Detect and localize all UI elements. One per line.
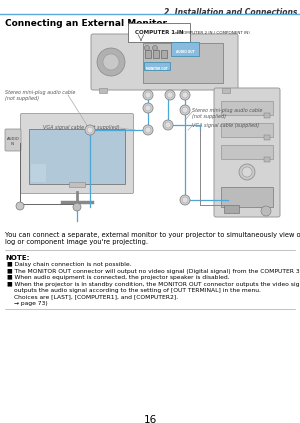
FancyBboxPatch shape bbox=[214, 88, 280, 217]
Text: You can connect a separate, external monitor to your projector to simultaneously: You can connect a separate, external mon… bbox=[5, 232, 300, 238]
Circle shape bbox=[145, 127, 151, 133]
Text: ■ The MONITOR OUT connector will output no video signal (Digital signal) from th: ■ The MONITOR OUT connector will output … bbox=[7, 269, 300, 274]
Text: COMPUTER 1 IN: COMPUTER 1 IN bbox=[135, 30, 184, 35]
Text: 16: 16 bbox=[143, 415, 157, 423]
Circle shape bbox=[167, 92, 173, 98]
Circle shape bbox=[163, 120, 173, 130]
Bar bbox=[264, 135, 270, 140]
Circle shape bbox=[145, 46, 149, 50]
Bar bbox=[221, 101, 273, 115]
Text: (not supplied): (not supplied) bbox=[192, 114, 226, 119]
Bar bbox=[161, 50, 167, 58]
Text: AUDIO
IN: AUDIO IN bbox=[7, 137, 20, 146]
Text: (not supplied): (not supplied) bbox=[5, 96, 39, 101]
Bar bbox=[221, 187, 273, 207]
Text: Stereo mini-plug audio cable: Stereo mini-plug audio cable bbox=[5, 90, 75, 95]
Bar bbox=[143, 43, 223, 83]
Circle shape bbox=[143, 103, 153, 113]
Text: ■ When audio equipment is connected, the projector speaker is disabled.: ■ When audio equipment is connected, the… bbox=[7, 275, 230, 280]
FancyBboxPatch shape bbox=[20, 113, 134, 193]
Circle shape bbox=[85, 125, 95, 135]
Bar bbox=[264, 157, 270, 162]
Circle shape bbox=[182, 197, 188, 203]
Text: log or component image you're projecting.: log or component image you're projecting… bbox=[5, 239, 148, 245]
Text: Stereo mini-plug audio cable: Stereo mini-plug audio cable bbox=[192, 108, 262, 113]
Text: VGA signal cable (not supplied): VGA signal cable (not supplied) bbox=[43, 125, 120, 130]
Bar bbox=[224, 205, 239, 213]
Bar bbox=[99, 88, 107, 93]
Circle shape bbox=[165, 90, 175, 100]
Circle shape bbox=[145, 105, 151, 111]
Bar bbox=[29, 129, 125, 184]
Ellipse shape bbox=[103, 54, 119, 70]
Text: outputs the audio signal according to the setting of [OUT TERMINAL] in the menu.: outputs the audio signal according to th… bbox=[14, 288, 261, 293]
Circle shape bbox=[182, 92, 188, 98]
FancyBboxPatch shape bbox=[5, 129, 21, 151]
Text: AUDIO OUT: AUDIO OUT bbox=[176, 50, 194, 54]
Bar bbox=[153, 50, 159, 58]
Text: Choices are [LAST], [COMPUTER1], and [COMPUTER2].: Choices are [LAST], [COMPUTER1], and [CO… bbox=[14, 294, 178, 299]
Circle shape bbox=[180, 195, 190, 205]
Text: (or COMPUTER 2 IN / COMPONENT IN): (or COMPUTER 2 IN / COMPONENT IN) bbox=[173, 31, 250, 35]
Text: → page 73): → page 73) bbox=[14, 301, 48, 306]
Bar bbox=[264, 113, 270, 118]
Circle shape bbox=[261, 206, 271, 216]
Text: Connecting an External Monitor: Connecting an External Monitor bbox=[5, 19, 167, 28]
Text: VGA signal cable (supplied): VGA signal cable (supplied) bbox=[192, 123, 259, 128]
Bar bbox=[221, 123, 273, 137]
Circle shape bbox=[145, 92, 151, 98]
Circle shape bbox=[242, 167, 252, 177]
Circle shape bbox=[87, 127, 93, 133]
Circle shape bbox=[180, 105, 190, 115]
Bar bbox=[31, 164, 46, 182]
Circle shape bbox=[73, 203, 81, 211]
Circle shape bbox=[152, 46, 158, 50]
Circle shape bbox=[182, 107, 188, 113]
Bar bbox=[69, 182, 85, 187]
Text: NOTE:: NOTE: bbox=[5, 255, 29, 261]
Text: ■ When the projector is in standby condition, the MONITOR OUT connector outputs : ■ When the projector is in standby condi… bbox=[7, 281, 300, 286]
FancyBboxPatch shape bbox=[91, 34, 238, 90]
Circle shape bbox=[16, 202, 24, 210]
Bar bbox=[221, 145, 273, 159]
Circle shape bbox=[239, 164, 255, 180]
Circle shape bbox=[180, 90, 190, 100]
Text: ■ Daisy chain connection is not possible.: ■ Daisy chain connection is not possible… bbox=[7, 262, 131, 267]
Circle shape bbox=[143, 125, 153, 135]
Bar bbox=[144, 62, 170, 70]
Bar bbox=[222, 88, 230, 93]
Text: MONITOR OUT: MONITOR OUT bbox=[146, 67, 168, 71]
Circle shape bbox=[143, 90, 153, 100]
Bar bbox=[145, 50, 151, 58]
Circle shape bbox=[165, 122, 171, 128]
Text: 2. Installation and Connections: 2. Installation and Connections bbox=[164, 8, 297, 17]
Ellipse shape bbox=[97, 48, 125, 76]
Bar bbox=[171, 42, 199, 56]
